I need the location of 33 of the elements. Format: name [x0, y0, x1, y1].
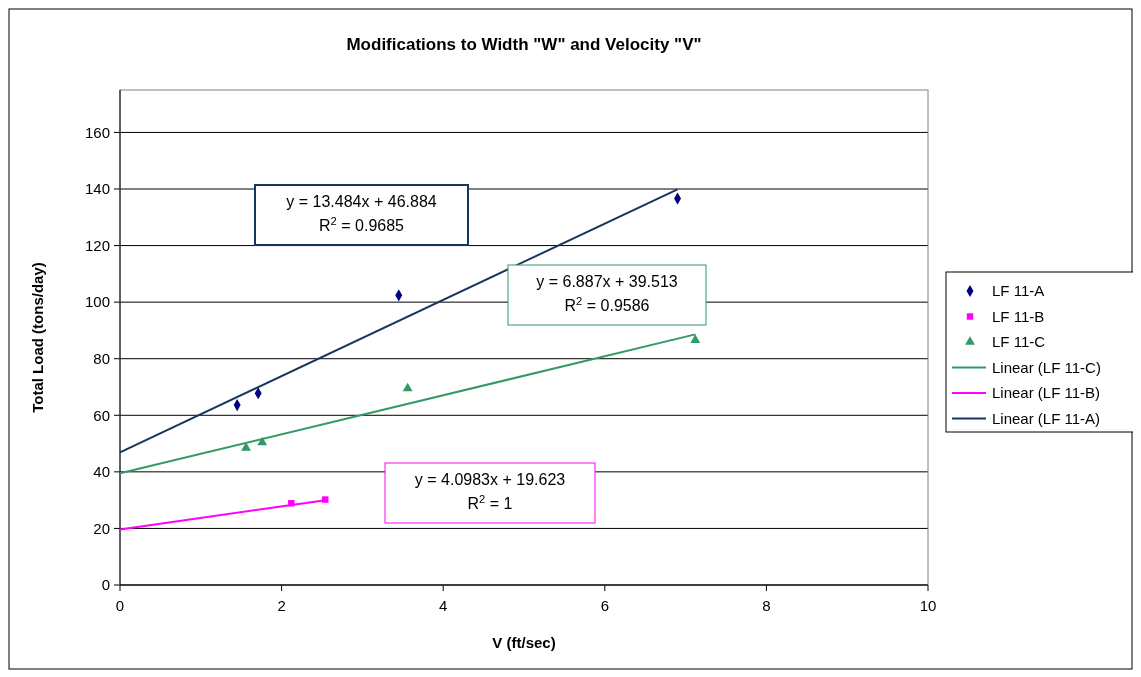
- annotation: y = 13.484x + 46.884 R$^{2}$ = 0.9685: [286, 193, 437, 234]
- legend-label: LF 11-C: [992, 333, 1046, 351]
- annotation: y = 6.887x + 39.513 R$^{2}$ = 0.9586: [536, 273, 678, 314]
- y-tick-label: 100: [84, 293, 110, 311]
- y-tick-label: 80: [93, 349, 110, 367]
- x-tick-label: 4: [439, 597, 448, 614]
- x-tick-label: 8: [762, 597, 771, 614]
- y-tick-label: 60: [93, 406, 110, 424]
- x-axis-title: V (ft/sec): [492, 634, 556, 651]
- legend-label: LF 11-A: [992, 282, 1045, 300]
- point: [690, 334, 701, 343]
- legend-label: Linear (LF 11-B): [992, 384, 1101, 402]
- x-tick-label: 6: [600, 597, 609, 614]
- y-tick-label: 140: [84, 180, 110, 198]
- x-tick-label: 10: [919, 597, 937, 614]
- legend-label: LF 11-B: [992, 307, 1045, 325]
- equation-box: y = 13.484x + 46.884 R$^{2}$ = 0.9685: [254, 184, 469, 246]
- y-tick-label: 40: [93, 463, 110, 481]
- y-tick-label: 160: [84, 123, 110, 141]
- y-tick-label: 120: [84, 236, 110, 254]
- y-tick-label: 0: [101, 576, 110, 594]
- y-axis-title: Total Load (tons/day): [29, 262, 46, 413]
- annotation: y = 4.0983x + 19.623 R$^{2}$ = 1: [414, 471, 566, 512]
- x-tick-label: 0: [115, 597, 125, 614]
- equation-box: y = 6.887x + 39.513 R$^{2}$ = 0.9586: [507, 264, 707, 326]
- x-tick-label: 2: [277, 597, 286, 614]
- legend-label: Linear (LF 11-C): [992, 358, 1101, 376]
- equation-box: y = 4.0983x + 19.623 R$^{2}$ = 1: [384, 462, 596, 524]
- point: [402, 382, 413, 392]
- point: [241, 442, 251, 451]
- legend-label: Linear (LF 11-A): [992, 409, 1101, 427]
- chart-title: Modifications to Width "W" and Velocity "V": [346, 35, 702, 54]
- y-tick-label: 20: [93, 519, 110, 537]
